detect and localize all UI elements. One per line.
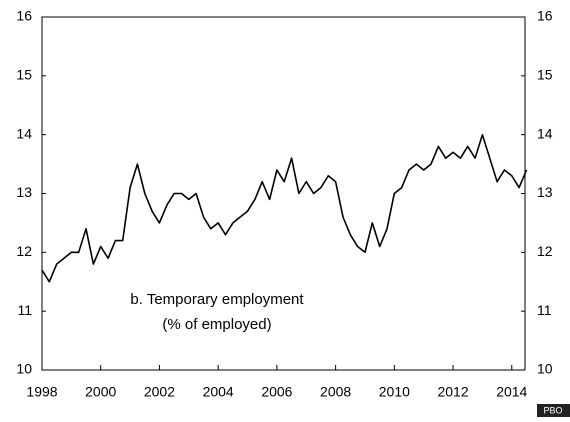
y2-tick-label: 12: [537, 243, 553, 259]
x-tick-label: 2014: [496, 384, 527, 400]
x-tick-label: 2006: [261, 384, 292, 400]
x-tick-label: 2000: [85, 384, 116, 400]
x-tick-label: 2010: [379, 384, 410, 400]
x-tick-label: 1998: [26, 384, 57, 400]
x-tick-label: 2004: [203, 384, 234, 400]
y2-tick-label: 16: [537, 8, 553, 24]
plot-frame: [41, 16, 526, 371]
y2-tick-label: 11: [537, 302, 552, 318]
y2-tick-label: 10: [537, 361, 553, 377]
y-tick-label: 16: [16, 8, 32, 24]
y-tick-label: 15: [16, 67, 32, 83]
y-tick-label: 10: [16, 361, 32, 377]
y-tick-label: 14: [16, 125, 32, 141]
x-tick-label: 2008: [320, 384, 351, 400]
y2-tick-label: 13: [537, 184, 553, 200]
y2-tick-label: 15: [537, 67, 553, 83]
y-tick-label: 11: [17, 302, 32, 318]
y-tick-label: 13: [16, 184, 32, 200]
y-tick-label: 12: [16, 243, 32, 259]
annotation: b. Temporary employment: [130, 291, 304, 308]
source-badge: [537, 404, 570, 417]
line: [41, 133, 528, 283]
y2-tick-label: 14: [537, 125, 553, 141]
annotation: (% of employed): [162, 316, 271, 333]
x-tick-label: 2002: [144, 384, 175, 400]
source: PBO: [543, 405, 562, 415]
x-tick-label: 2012: [437, 384, 468, 400]
